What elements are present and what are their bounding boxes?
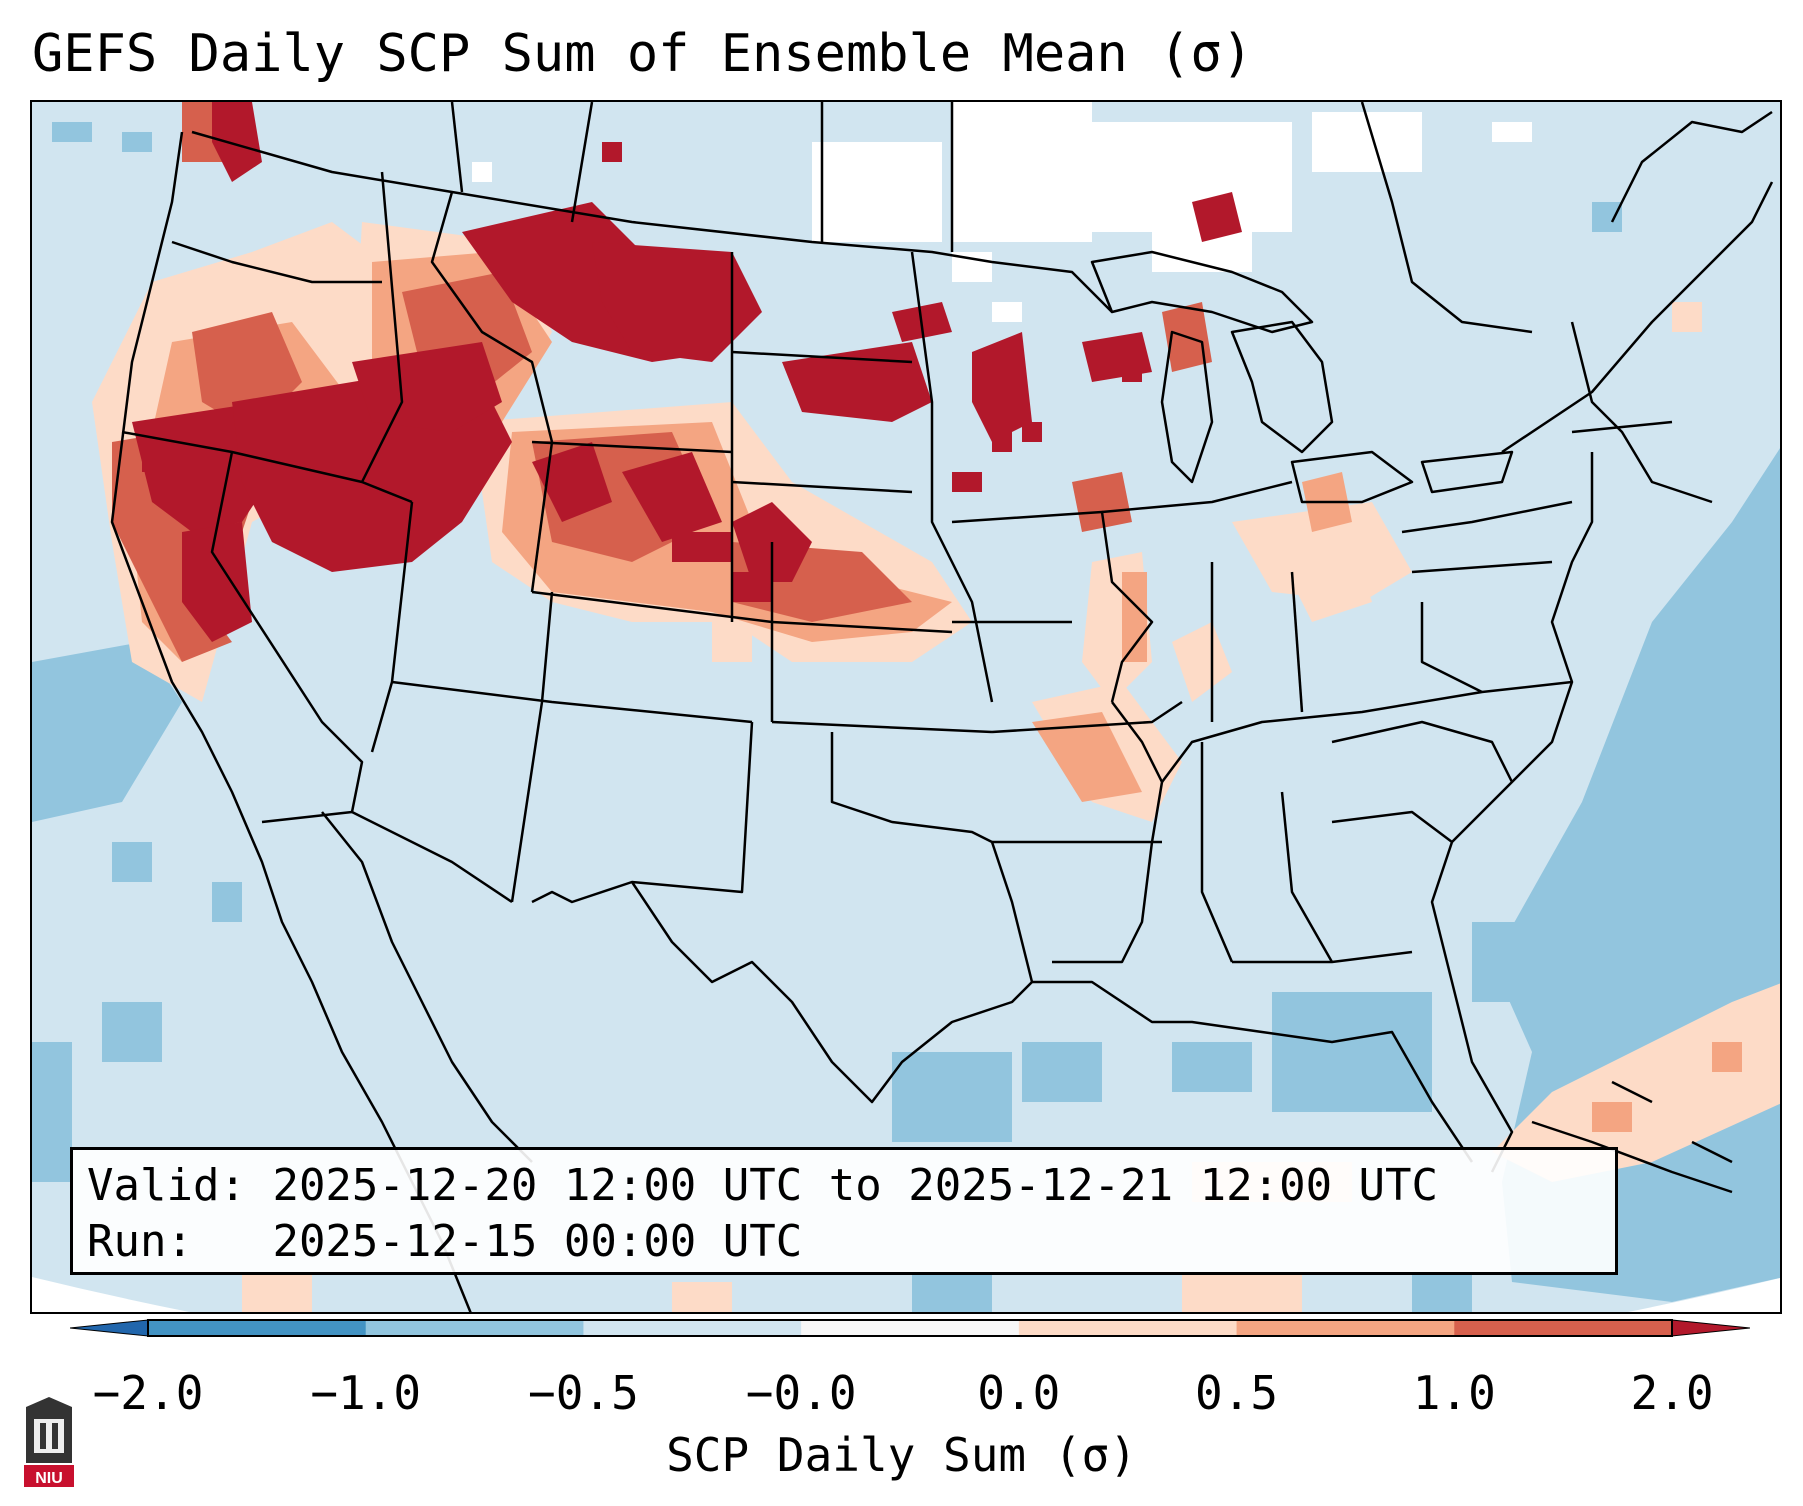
- scp-map: [32, 102, 1780, 1312]
- valid-label: Valid:: [87, 1160, 246, 1211]
- colorbar-bin: [583, 1320, 802, 1336]
- colorbar-tick-label: −2.0: [92, 1366, 204, 1420]
- colorbar-label: SCP Daily Sum (σ): [666, 1428, 1137, 1482]
- colorbar-tick-label: −1.0: [310, 1366, 422, 1420]
- strong-positive-areas: [132, 102, 1242, 642]
- chart-title: GEFS Daily SCP Sum of Ensemble Mean (σ): [32, 24, 1253, 84]
- run-time: 2025-12-15 00:00 UTC: [272, 1216, 803, 1267]
- valid-range: 2025-12-20 12:00 UTC to 2025-12-21 12:00…: [272, 1160, 1439, 1211]
- colorbar-bin: [148, 1320, 367, 1336]
- colorbar-tick-label: −0.5: [528, 1366, 639, 1420]
- niu-logo-icon: NIU: [24, 1397, 74, 1487]
- colorbar-bin: [365, 1320, 584, 1336]
- logo-text: NIU: [35, 1470, 63, 1487]
- info-box: Valid: 2025-12-20 12:00 UTC to 2025-12-2…: [70, 1147, 1618, 1275]
- colorbar-over-arrow: [1671, 1319, 1750, 1337]
- colorbar-outline: [147, 1319, 1673, 1337]
- colorbar: [70, 1319, 1750, 1337]
- colorbar-tick-label: 0.5: [1195, 1366, 1279, 1420]
- colorbar-bin: [1236, 1320, 1455, 1336]
- run-label: Run:: [87, 1216, 193, 1267]
- colorbar-bin: [1018, 1320, 1238, 1336]
- colorbar-ticks: −2.0 −1.0 −0.5 −0.0 0.0 0.5 1.0 2.0: [0, 1366, 1803, 1426]
- valid-line: Valid: 2025-12-20 12:00 UTC to 2025-12-2…: [87, 1158, 1601, 1214]
- geographic-borders: [110, 102, 1774, 1312]
- colorbar-bin: [801, 1320, 1020, 1336]
- colorbar-under-arrow: [70, 1319, 149, 1337]
- colorbar-bins: [148, 1320, 1673, 1336]
- colorbar-bin: [1454, 1320, 1673, 1336]
- neutral-areas: [472, 102, 1532, 322]
- colorbar-tick-label: 1.0: [1412, 1366, 1496, 1420]
- colorbar-tick-label: 0.0: [977, 1366, 1061, 1420]
- colorbar-tick-label: 2.0: [1630, 1366, 1714, 1420]
- map-panel: Valid: 2025-12-20 12:00 UTC to 2025-12-2…: [30, 100, 1782, 1314]
- colorbar-tick-label: −0.0: [745, 1366, 857, 1420]
- run-line: Run: 2025-12-15 00:00 UTC: [87, 1214, 1601, 1270]
